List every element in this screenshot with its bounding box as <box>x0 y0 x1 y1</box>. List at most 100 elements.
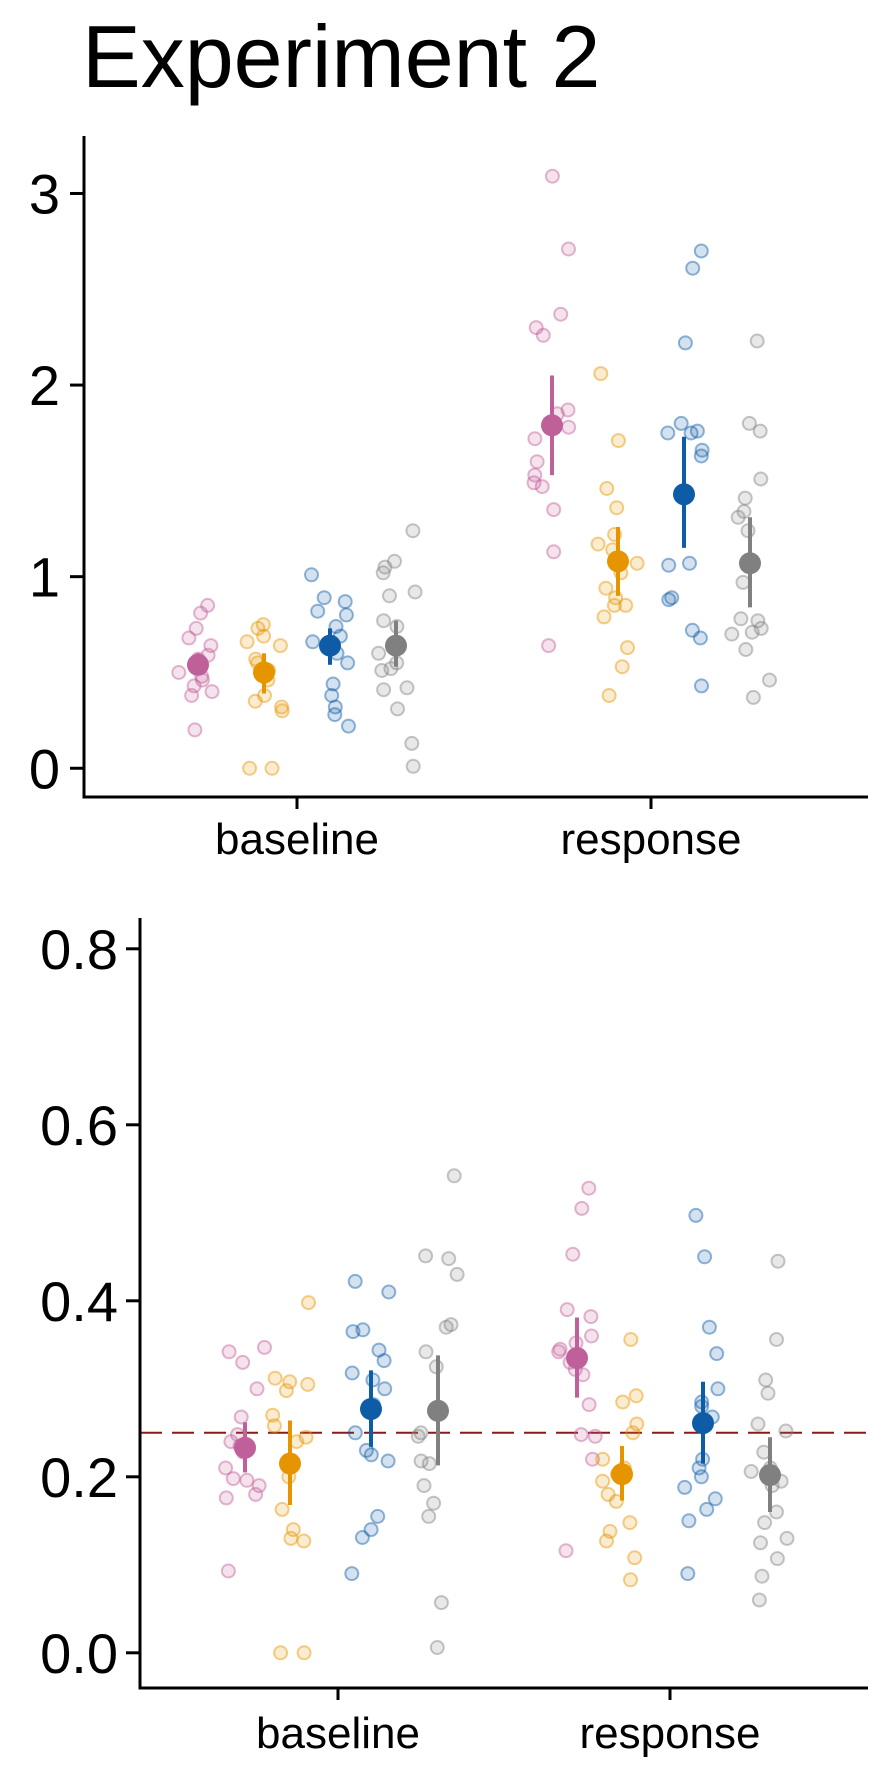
data-point-baseline-blue <box>380 1453 396 1469</box>
data-point-baseline-pink <box>251 1478 267 1494</box>
data-point-baseline-blue <box>310 603 326 619</box>
data-point-response-blue <box>677 1479 693 1495</box>
data-point-baseline-gray <box>443 1317 459 1333</box>
data-point-baseline-orange <box>278 1383 294 1399</box>
data-point-baseline-blue <box>337 594 353 610</box>
data-point-baseline-blue <box>377 1381 393 1397</box>
data-point-baseline-pink <box>249 1381 265 1397</box>
data-point-response-gray <box>733 611 749 627</box>
data-point-response-blue <box>685 260 701 276</box>
mean-marker-response-gray <box>739 552 761 575</box>
mean-marker-response-pink <box>541 414 563 437</box>
data-point-response-gray <box>735 574 751 590</box>
data-point-response-gray <box>730 509 746 525</box>
data-point-baseline-blue <box>344 1566 360 1582</box>
mean-marker-baseline-gray <box>385 634 407 657</box>
data-point-response-orange <box>606 597 622 613</box>
data-point-baseline-orange <box>239 634 255 650</box>
data-point-baseline-gray <box>371 645 387 661</box>
top-panel: 0 1 2 3 baseline response <box>29 136 868 864</box>
data-point-baseline-orange <box>267 1370 283 1386</box>
data-point-baseline-pink <box>193 605 209 621</box>
data-point-baseline-orange <box>300 1376 316 1392</box>
data-point-baseline-orange <box>255 617 271 633</box>
data-point-response-gray <box>737 490 753 506</box>
data-point-baseline-orange <box>285 1522 301 1538</box>
data-point-response-orange <box>601 688 617 703</box>
data-point-response-pink <box>528 320 544 336</box>
data-point-baseline-orange <box>301 1295 316 1311</box>
data-point-response-gray <box>744 624 760 640</box>
data-point-response-blue <box>692 630 708 646</box>
data-point-response-blue <box>693 1469 709 1485</box>
data-point-response-orange <box>620 640 635 656</box>
data-point-baseline-blue <box>327 707 343 723</box>
data-point-response-gray <box>753 620 769 636</box>
data-point-baseline-gray <box>404 735 420 751</box>
data-point-response-blue <box>707 1491 723 1507</box>
data-point-baseline-blue <box>347 1425 363 1441</box>
data-point-baseline-blue <box>328 619 344 634</box>
data-point-baseline-gray <box>375 565 391 581</box>
data-point-response-orange <box>608 1493 624 1509</box>
data-point-baseline-pink <box>200 597 216 613</box>
mean-marker-baseline-pink <box>234 1436 256 1459</box>
data-point-baseline-pink <box>221 1344 237 1360</box>
data-point-response-gray <box>778 1423 794 1439</box>
data-point-baseline-pink <box>204 684 220 700</box>
mean-marker-baseline-orange <box>279 1452 301 1475</box>
data-point-response-pink <box>546 502 562 518</box>
data-point-baseline-orange <box>264 760 280 776</box>
data-point-response-pink <box>551 1344 567 1360</box>
data-point-response-pink <box>541 638 557 654</box>
data-point-baseline-orange <box>256 628 272 644</box>
data-point-response-blue <box>682 555 697 571</box>
data-point-response-gray <box>779 1530 795 1546</box>
data-point-response-gray <box>750 1416 766 1432</box>
data-point-response-orange <box>596 609 612 625</box>
x-tick-label-baseline: baseline <box>215 815 379 864</box>
data-point-baseline-orange <box>296 1645 312 1661</box>
data-point-response-orange <box>600 1486 616 1502</box>
data-point-response-gray <box>758 1372 774 1388</box>
x-tick-label-response: response <box>560 815 741 864</box>
data-point-baseline-pink <box>225 1471 241 1487</box>
data-point-baseline-gray <box>377 559 393 575</box>
data-point-baseline-pink <box>248 1486 264 1502</box>
data-point-response-gray <box>750 613 766 629</box>
data-point-baseline-orange <box>283 1530 299 1546</box>
mean-marker-baseline-orange <box>253 661 275 684</box>
data-point-response-gray <box>753 1535 768 1551</box>
data-point-baseline-gray <box>449 1266 465 1282</box>
x-tick-label-baseline: baseline <box>256 1709 420 1758</box>
data-point-baseline-pink <box>203 638 219 654</box>
data-point-baseline-blue <box>341 718 356 734</box>
mean-marker-response-blue <box>692 1412 714 1435</box>
y-tick-label: 2 <box>29 354 60 417</box>
figure-title: Experiment 2 <box>82 7 600 106</box>
data-point-response-blue <box>677 335 693 351</box>
data-point-baseline-orange <box>247 693 263 709</box>
data-point-response-gray <box>753 471 769 487</box>
mean-marker-baseline-blue <box>319 634 341 657</box>
data-point-baseline-blue <box>316 590 332 606</box>
data-point-response-pink <box>546 544 562 560</box>
y-tick-label: 0.2 <box>40 1446 118 1509</box>
data-point-response-blue <box>693 448 709 464</box>
data-point-baseline-blue <box>370 1508 386 1524</box>
data-point-response-blue <box>697 1249 713 1265</box>
data-point-response-gray <box>754 1568 770 1584</box>
data-point-response-gray <box>745 689 761 705</box>
data-point-response-pink <box>527 431 543 447</box>
data-point-response-pink <box>574 1200 590 1216</box>
data-point-response-pink <box>529 454 545 470</box>
data-point-response-orange <box>609 500 625 516</box>
data-point-response-pink <box>544 168 560 184</box>
data-point-response-gray <box>760 1385 776 1401</box>
data-point-baseline-gray <box>410 1428 426 1444</box>
data-point-response-gray <box>762 672 777 688</box>
data-point-baseline-blue <box>347 1273 363 1289</box>
mean-marker-response-blue <box>673 483 695 506</box>
data-point-response-pink <box>561 419 577 435</box>
mean-marker-response-orange <box>607 550 629 573</box>
